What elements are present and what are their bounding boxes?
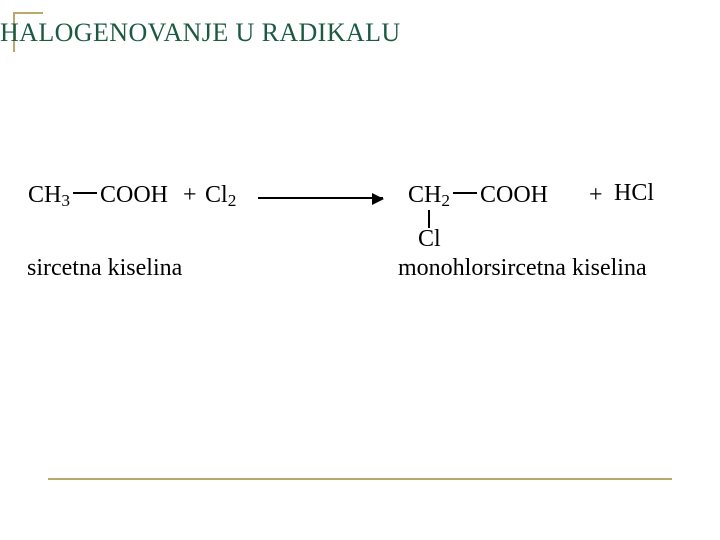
- reactant-label: sircetna kiselina: [27, 255, 182, 282]
- ch3-sub: 3: [61, 191, 70, 210]
- bottom-rule: [48, 478, 672, 480]
- product-label: monohlorsircetna kiselina: [398, 255, 647, 282]
- hcl-formula: HCl: [614, 180, 654, 207]
- cl2-formula: Cl2: [205, 182, 236, 211]
- ch2-text: CH: [408, 182, 441, 208]
- bond-icon: [453, 192, 477, 194]
- reactant-plus: +: [183, 182, 197, 209]
- ch2-sub: 2: [441, 191, 450, 210]
- reaction-arrow-icon: [258, 197, 383, 199]
- product-cl: Cl: [418, 226, 441, 253]
- slide-title: HALOGENOVANJE U RADIKALU: [0, 18, 401, 48]
- product-formula: CH2 COOH: [408, 182, 548, 211]
- ch3-text: CH: [28, 182, 61, 208]
- cooh-text-2: COOH: [480, 182, 548, 208]
- product-plus: +: [589, 182, 603, 209]
- cl2-sub: 2: [228, 191, 237, 210]
- reactant-formula: CH3 COOH: [28, 182, 168, 211]
- cl-text: Cl: [205, 182, 228, 208]
- bond-icon: [73, 192, 97, 194]
- slide: HALOGENOVANJE U RADIKALU CH3COOH + Cl2 C…: [0, 0, 720, 540]
- cooh-text: COOH: [100, 182, 168, 208]
